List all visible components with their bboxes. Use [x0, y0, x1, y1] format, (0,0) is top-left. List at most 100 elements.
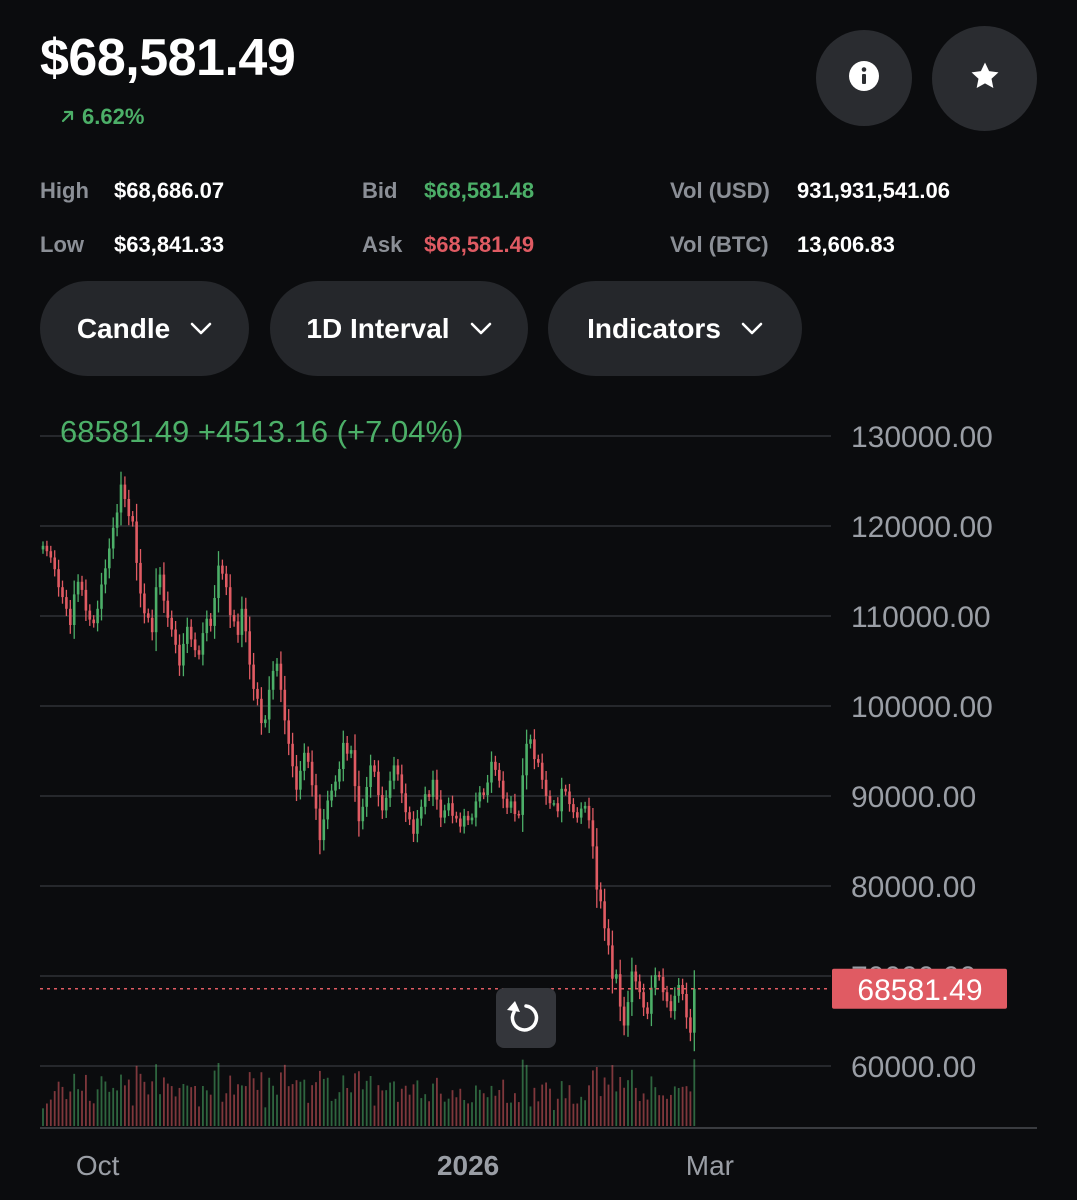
- info-button[interactable]: [816, 30, 912, 126]
- volume-bar: [677, 1088, 680, 1126]
- chevron-down-icon: [741, 322, 763, 336]
- candle-body: [646, 1007, 649, 1014]
- candle-body: [603, 901, 606, 929]
- volume-bar: [73, 1073, 76, 1126]
- candle-body: [423, 794, 427, 807]
- volume-bar: [46, 1103, 48, 1126]
- candle-body: [447, 803, 450, 811]
- chevron-down-icon: [190, 322, 212, 336]
- price-chart[interactable]: 130000.00 120000.00 110000.00 100000.00 9000…: [0, 380, 1077, 1200]
- volume-bar: [693, 1059, 696, 1126]
- volume-bar: [334, 1098, 337, 1126]
- volume-bar: [416, 1080, 419, 1126]
- volume-bar: [631, 1069, 633, 1126]
- volume-bar: [541, 1084, 544, 1126]
- candle-body: [49, 551, 53, 558]
- candle-body: [291, 743, 294, 767]
- candle-body: [88, 610, 92, 620]
- candle-body: [404, 793, 407, 813]
- y-tick-label: 80000.00: [851, 871, 976, 904]
- candle-body: [552, 803, 556, 805]
- candle-body: [342, 742, 345, 769]
- candle-body: [576, 812, 579, 818]
- candle-body: [143, 593, 146, 614]
- volume-bar: [533, 1087, 536, 1126]
- candle-body: [53, 557, 56, 570]
- candle-body: [540, 762, 544, 780]
- interval-dropdown[interactable]: 1D Interval: [270, 281, 528, 376]
- candle-body: [420, 806, 423, 819]
- candle-body: [533, 739, 536, 760]
- candle-body: [158, 574, 162, 588]
- indicators-dropdown[interactable]: Indicators: [548, 281, 802, 376]
- volume-bar: [124, 1085, 126, 1126]
- volume-bar: [303, 1079, 306, 1126]
- volume-bar: [135, 1065, 138, 1126]
- candle-body: [490, 761, 493, 783]
- volume-bar: [112, 1087, 115, 1126]
- volume-bar: [283, 1064, 286, 1126]
- volume-bar: [205, 1090, 208, 1126]
- candle-body: [197, 650, 201, 655]
- volume-bar: [475, 1085, 477, 1126]
- candle-body: [443, 810, 446, 818]
- volume-bar: [654, 1087, 657, 1126]
- volume-bar: [358, 1071, 360, 1126]
- volume-bar: [361, 1089, 364, 1126]
- volume-bar: [498, 1090, 501, 1126]
- favorite-button[interactable]: [932, 26, 1037, 131]
- candle-body: [369, 765, 372, 787]
- candle-body: [548, 795, 552, 804]
- candle-body: [626, 1002, 630, 1026]
- volume-bar: [408, 1094, 411, 1126]
- candle-body: [525, 743, 528, 776]
- candle-body: [427, 794, 431, 797]
- candle-body: [104, 568, 107, 585]
- candle-body: [252, 664, 255, 689]
- reset-view-button[interactable]: [496, 988, 556, 1048]
- low-value: $63,841.33: [114, 232, 225, 257]
- chart-type-dropdown[interactable]: Candle: [40, 281, 249, 376]
- candle-body: [630, 971, 634, 1003]
- volume-bar: [494, 1095, 497, 1126]
- candle-body: [240, 608, 244, 635]
- volume-bar: [439, 1093, 442, 1126]
- volume-bar: [244, 1086, 247, 1126]
- volume-bar: [623, 1087, 625, 1126]
- volume-bar: [529, 1106, 532, 1126]
- volume-bar: [209, 1094, 212, 1126]
- ask-value: $68,581.49: [424, 232, 535, 257]
- candle-body: [685, 993, 688, 1018]
- volume-bar: [295, 1080, 298, 1126]
- volume-bar: [155, 1064, 157, 1126]
- volume-bar: [159, 1094, 161, 1126]
- x-tick-label: 2026: [437, 1150, 499, 1181]
- candle-body: [431, 779, 435, 797]
- volume-bar: [412, 1084, 415, 1126]
- candle-body: [353, 750, 357, 787]
- candle-body: [314, 785, 318, 809]
- volume-bar: [256, 1089, 259, 1126]
- volume-bar: [287, 1086, 290, 1126]
- volume-bar: [65, 1099, 68, 1126]
- chart-grid: [40, 435, 831, 1067]
- volume-bar: [233, 1094, 235, 1126]
- candle-body: [677, 984, 680, 996]
- volume-bar: [198, 1106, 200, 1126]
- candle-body: [162, 574, 166, 601]
- volume-bar: [346, 1088, 349, 1126]
- candle-body: [693, 988, 696, 1033]
- volume-bar: [291, 1084, 294, 1126]
- candle-body: [123, 484, 127, 499]
- candle-body: [513, 801, 517, 814]
- volume-bar: [182, 1084, 185, 1126]
- candle-body: [572, 804, 575, 813]
- bid-label: Bid: [362, 178, 398, 203]
- candle-body: [225, 573, 228, 588]
- volume-bar: [49, 1099, 52, 1126]
- candle-body: [182, 643, 185, 666]
- volume-bar: [120, 1074, 122, 1126]
- candle-body: [209, 618, 212, 626]
- candle-body: [568, 791, 571, 805]
- price-change-percent: 6.62%: [82, 104, 145, 129]
